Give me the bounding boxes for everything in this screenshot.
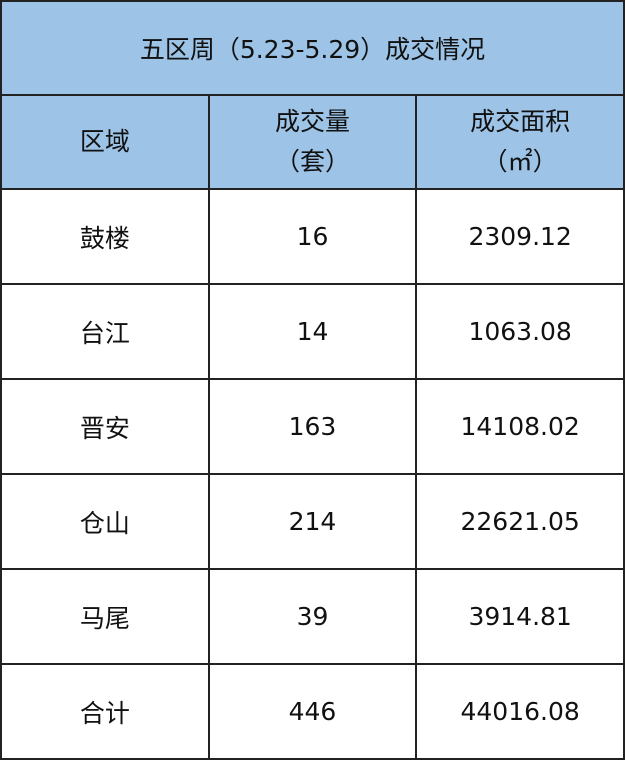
table-row: 鼓楼 16 2309.12 [0,188,625,285]
district-cell: 鼓楼 [0,188,210,285]
table-row: 马尾 39 3914.81 [0,568,625,665]
table-row: 晋安 163 14108.02 [0,378,625,475]
units-cell: 163 [207,378,418,475]
header-district: 区域 [0,94,210,190]
title-row: 五区周（5.23-5.29）成交情况 [0,0,625,96]
area-cell: 44016.08 [415,663,625,760]
table-row: 台江 14 1063.08 [0,283,625,380]
total-row: 合计 446 44016.08 [0,663,625,760]
district-cell: 仓山 [0,473,210,570]
header-units: 成交量 （套） [207,94,418,190]
area-cell: 14108.02 [415,378,625,475]
district-cell: 合计 [0,663,210,760]
header-area-label: 成交面积 [470,107,571,136]
header-area-unit: （㎡） [482,147,558,176]
header-row: 区域 成交量 （套） 成交面积 （㎡） [0,94,625,190]
header-units-label: 成交量 [274,107,350,136]
area-cell: 22621.05 [415,473,625,570]
area-cell: 1063.08 [415,283,625,380]
table-title: 五区周（5.23-5.29）成交情况 [0,0,625,96]
units-cell: 214 [207,473,418,570]
district-cell: 马尾 [0,568,210,665]
area-cell: 3914.81 [415,568,625,665]
units-cell: 14 [207,283,418,380]
table-row: 仓山 214 22621.05 [0,473,625,570]
units-cell: 446 [207,663,418,760]
header-area: 成交面积 （㎡） [415,94,625,190]
area-cell: 2309.12 [415,188,625,285]
district-cell: 晋安 [0,378,210,475]
header-units-unit: （套） [274,147,350,176]
units-cell: 39 [207,568,418,665]
header-district-label: 区域 [79,127,130,156]
units-cell: 16 [207,188,418,285]
district-cell: 台江 [0,283,210,380]
